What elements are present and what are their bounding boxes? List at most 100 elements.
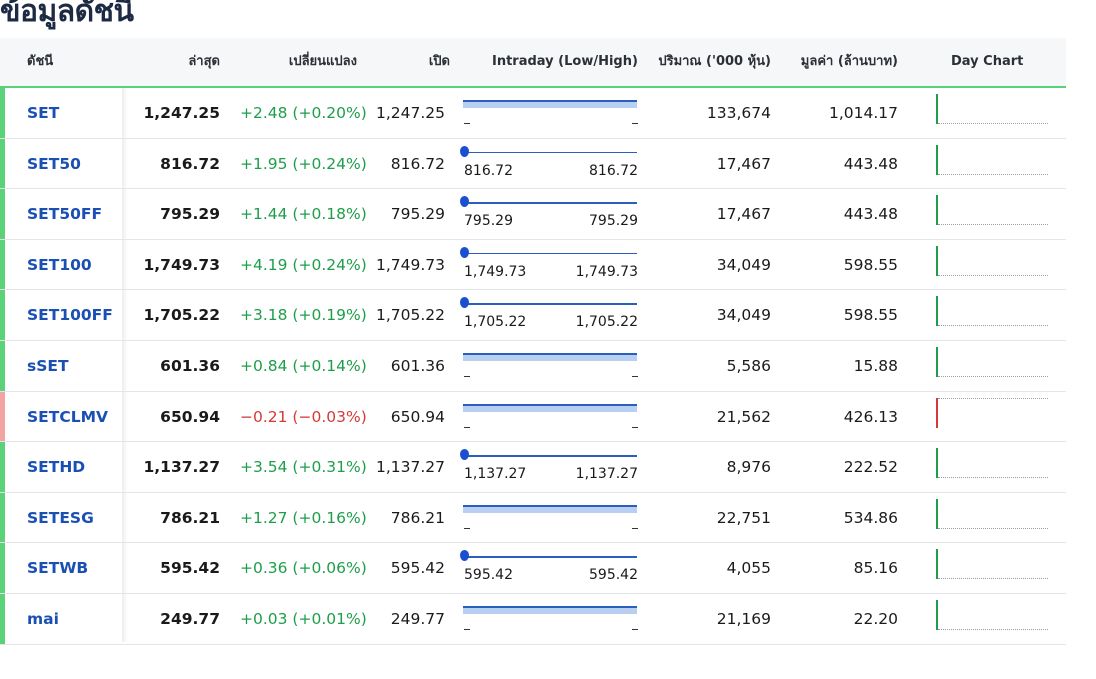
value: 222.52 [843, 458, 898, 477]
last-price: 816.72 [160, 154, 220, 173]
price-change: +1.27 (+0.16%) [240, 508, 367, 527]
volume: 17,467 [716, 205, 771, 224]
last-price: 650.94 [160, 407, 220, 426]
day-chart-tick [936, 599, 938, 630]
intraday-low-dash [464, 123, 470, 124]
open-price: 1,705.22 [375, 306, 445, 325]
day-chart-baseline [938, 397, 1048, 399]
day-chart[interactable] [936, 498, 1048, 531]
header-last[interactable]: ล่าสุด [188, 54, 220, 69]
trend-bar [0, 442, 5, 492]
intraday-range: 595.42 595.42 [460, 543, 638, 593]
intraday-low: 1,137.27 [464, 466, 527, 483]
index-name-link[interactable]: SETWB [27, 559, 89, 578]
intraday-line [463, 202, 637, 204]
index-name-link[interactable]: SETCLMV [27, 407, 108, 426]
volume: 21,562 [716, 407, 771, 426]
header-name[interactable]: ดัชนี [27, 54, 54, 69]
intraday-band [463, 352, 637, 361]
table-row[interactable]: SETCLMV 650.94 −0.21 (−0.03%) 650.94 21,… [0, 391, 1066, 443]
last-price: 595.42 [160, 559, 220, 578]
index-name-link[interactable]: SET [27, 104, 60, 122]
header-daychart: Day Chart [951, 54, 1024, 69]
last-price: 1,705.22 [143, 306, 221, 325]
value: 426.13 [843, 407, 898, 426]
day-chart[interactable] [936, 296, 1048, 328]
day-chart[interactable] [936, 195, 1048, 227]
index-name-link[interactable]: mai [27, 609, 59, 628]
trend-bar [0, 543, 5, 593]
intraday-range: 795.29 795.29 [460, 189, 638, 239]
header-change[interactable]: เปลี่ยนแปลง [288, 54, 357, 69]
value: 1,014.17 [828, 104, 898, 122]
intraday-range [463, 594, 638, 644]
table-row[interactable]: SETHD 1,137.27 +3.54 (+0.31%) 1,137.27 1… [0, 442, 1066, 493]
intraday-line [463, 556, 637, 558]
table-row[interactable]: SET50 816.72 +1.95 (+0.24%) 816.72 816.7… [0, 138, 1066, 190]
table-row[interactable]: SET50FF 795.29 +1.44 (+0.18%) 795.29 795… [0, 189, 1066, 240]
value: 443.48 [843, 154, 898, 173]
intraday-line [463, 252, 637, 255]
intraday-band [463, 100, 637, 108]
intraday-low: 1,749.73 [464, 263, 527, 280]
volume: 133,674 [706, 104, 771, 122]
table-row[interactable]: SET 1,247.25 +2.48 (+0.20%) 1,247.25 133… [0, 88, 1066, 139]
day-chart[interactable] [936, 448, 1048, 480]
intraday-high: 595.42 [589, 567, 638, 584]
table-row[interactable]: sSET 601.36 +0.84 (+0.14%) 601.36 5,586 … [0, 340, 1066, 392]
day-chart[interactable] [936, 144, 1048, 177]
price-change: +3.18 (+0.19%) [240, 306, 367, 325]
table-row[interactable]: SETWB 595.42 +0.36 (+0.06%) 595.42 595.4… [0, 543, 1066, 594]
table-row[interactable]: SET100FF 1,705.22 +3.18 (+0.19%) 1,705.2… [0, 290, 1066, 341]
index-name-link[interactable]: SET100 [27, 255, 92, 274]
intraday-band [463, 605, 637, 614]
index-name-link[interactable]: SET50 [27, 154, 81, 173]
table-row[interactable]: mai 249.77 +0.03 (+0.01%) 249.77 21,169 … [0, 593, 1066, 645]
day-chart-tick [936, 448, 938, 479]
day-chart-baseline [938, 274, 1048, 276]
intraday-marker [460, 145, 469, 157]
day-chart[interactable] [936, 94, 1048, 126]
volume: 5,586 [726, 356, 771, 375]
header-intraday[interactable]: Intraday (Low/High) [492, 54, 638, 69]
value: 22.20 [853, 609, 898, 628]
intraday-line [463, 151, 637, 154]
trend-bar [0, 189, 5, 239]
day-chart[interactable] [936, 245, 1048, 278]
day-chart-tick [936, 94, 938, 124]
index-name-link[interactable]: sSET [27, 356, 69, 375]
intraday-low-dash [464, 628, 470, 630]
intraday-high: 1,749.73 [575, 263, 638, 280]
header-open[interactable]: เปิด [428, 54, 450, 69]
trend-bar [0, 340, 5, 391]
index-name-link[interactable]: SET50FF [27, 205, 103, 224]
day-chart[interactable] [936, 549, 1048, 581]
intraday-high-dash [632, 375, 638, 377]
last-price: 249.77 [160, 609, 220, 628]
open-price: 786.21 [390, 508, 445, 527]
day-chart[interactable] [936, 346, 1048, 379]
day-chart[interactable] [936, 599, 1048, 632]
price-change: +3.54 (+0.31%) [240, 458, 367, 477]
day-chart-tick [936, 397, 938, 428]
index-name-link[interactable]: SETHD [27, 458, 86, 477]
open-price: 1,247.25 [375, 104, 445, 122]
header-volume[interactable]: ปริมาณ ('000 หุ้น) [658, 54, 771, 69]
intraday-range [463, 392, 638, 442]
intraday-range: 816.72 816.72 [460, 139, 638, 189]
intraday-high-dash [632, 426, 638, 428]
day-chart[interactable] [936, 397, 1048, 430]
day-chart-baseline [938, 173, 1048, 175]
value: 598.55 [843, 306, 898, 325]
header-value[interactable]: มูลค่า (ล้านบาท) [800, 54, 898, 69]
day-chart-baseline [938, 628, 1048, 630]
day-chart-baseline [938, 375, 1048, 377]
table-row[interactable]: SETESG 786.21 +1.27 (+0.16%) 786.21 22,7… [0, 492, 1066, 544]
day-chart-baseline [938, 123, 1048, 124]
table-row[interactable]: SET100 1,749.73 +4.19 (+0.24%) 1,749.73 … [0, 239, 1066, 291]
index-name-link[interactable]: SETESG [27, 508, 94, 527]
open-price: 650.94 [390, 407, 445, 426]
trend-bar [0, 138, 5, 189]
price-change: +0.03 (+0.01%) [240, 609, 367, 628]
index-name-link[interactable]: SET100FF [27, 306, 113, 325]
